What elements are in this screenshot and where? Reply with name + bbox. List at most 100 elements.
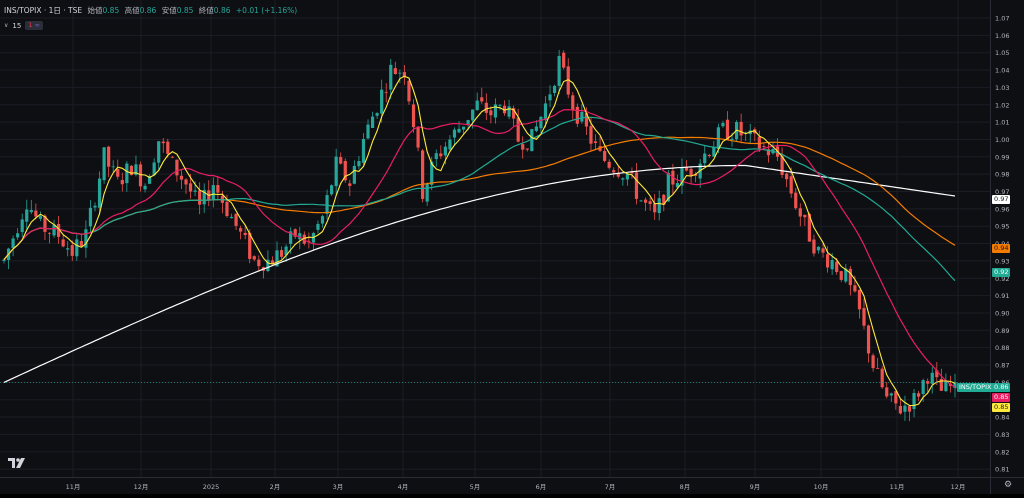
candle-body (457, 128, 461, 133)
price-axis-label: 0.97 (995, 188, 1009, 196)
ma-white-price-tag: 0.97 (992, 195, 1011, 204)
candle-body (630, 171, 634, 174)
gear-icon[interactable]: ⚙ (1004, 480, 1013, 490)
candle-body (320, 216, 325, 224)
candle-body (275, 250, 279, 267)
candle-body (880, 368, 884, 388)
candle-body (93, 205, 97, 208)
candle-body (857, 289, 862, 310)
plot-area[interactable] (0, 0, 990, 477)
time-axis-label: 11月 (66, 483, 81, 491)
candle-body (876, 368, 880, 369)
candle-body (361, 138, 366, 163)
candle-body (343, 160, 347, 181)
tradingview-logo (8, 458, 25, 468)
candle-body (284, 246, 288, 256)
price-axis-label: 0.83 (995, 431, 1009, 439)
candle-body (707, 155, 711, 156)
high-label: 高値 (124, 6, 140, 15)
candle-body (603, 151, 607, 161)
candle-body (725, 119, 730, 140)
axis-corner (990, 477, 1024, 494)
candle-body (616, 173, 620, 177)
candle-body (534, 126, 538, 131)
candle-body (898, 405, 902, 414)
candle-body (525, 148, 529, 150)
candle-body (66, 248, 70, 250)
candle-body (648, 201, 652, 204)
time-axis-label: 12月 (134, 483, 149, 491)
candle-body (29, 210, 33, 213)
candle-body (252, 256, 256, 260)
price-axis-label: 1.01 (995, 119, 1009, 127)
low-value: 0.85 (176, 6, 194, 15)
candle-body (916, 393, 921, 397)
candle-body (25, 209, 29, 222)
moving-averages (3, 75, 956, 407)
close-label: 終値 (198, 6, 214, 15)
time-axis[interactable]: 11月 12月 2025 2月 3月 4月 5月 6月 7月 8月 9月 10月 11月 12月 (0, 477, 990, 494)
candle-body (712, 147, 716, 157)
candle-body (302, 234, 306, 244)
chevron-down-icon[interactable]: ∨ (4, 22, 9, 29)
candle-body (107, 146, 111, 167)
link-badge[interactable]: 1 ∞ (25, 21, 43, 30)
symbol-title[interactable]: INS/TOPIX · 1日 · TSE (4, 6, 83, 15)
candle-body (953, 382, 957, 389)
candle-body (116, 169, 120, 177)
candle-body (889, 393, 893, 396)
price-axis-label: 0.81 (995, 466, 1009, 474)
ma-yellow-price-tag: 0.85 (992, 403, 1011, 412)
candle-body (862, 308, 866, 326)
candle-body (621, 178, 625, 180)
indicator-count[interactable]: 15 (12, 21, 22, 30)
candle-body (425, 183, 429, 202)
candle-body (739, 121, 743, 136)
symbol-name-tag: INS/TOPIX (957, 383, 994, 392)
price-axis-label: 0.89 (995, 327, 1009, 335)
candle-body (411, 104, 416, 128)
candle-body (903, 405, 907, 412)
candle-body (461, 126, 466, 130)
time-axis-label: 3月 (333, 483, 344, 491)
candle-body (70, 245, 74, 256)
candle-body (75, 239, 79, 257)
candle-body (421, 150, 425, 199)
candle-body (757, 136, 761, 149)
candle-body (844, 268, 848, 282)
change-value: +0.01 (+1.16%) (235, 6, 298, 15)
price-axis-label: 0.84 (995, 414, 1009, 422)
candle-body (803, 214, 807, 218)
candle-body (552, 85, 557, 93)
candle-body (120, 180, 124, 185)
candle-body (402, 72, 407, 78)
candle-body (780, 156, 784, 175)
candle-body (293, 229, 297, 237)
candle-body (366, 124, 370, 139)
moving-average-line (3, 164, 956, 383)
candle-body (471, 109, 475, 121)
candle-body (721, 122, 725, 127)
candle-body (589, 126, 593, 144)
candle-body (148, 175, 152, 184)
candle-body (885, 387, 889, 397)
candle-body (612, 170, 616, 173)
candle-body (516, 117, 520, 142)
candle-body (452, 129, 457, 138)
candle-body (484, 102, 488, 113)
candle-body (334, 156, 338, 187)
price-axis-label: 0.82 (995, 448, 1009, 456)
candle-body (593, 141, 598, 143)
candle-body (179, 175, 184, 180)
candle-body (785, 173, 789, 180)
candle-body (202, 189, 206, 205)
time-axis-label: 8月 (680, 483, 691, 491)
open-value: 0.85 (102, 6, 120, 15)
candle-body (152, 162, 156, 176)
candle-body (580, 112, 584, 122)
candle-body (43, 215, 47, 232)
ma-pink-price-tag: 0.85 (992, 393, 1011, 402)
price-chart[interactable] (0, 0, 990, 477)
candle-body (111, 166, 115, 168)
